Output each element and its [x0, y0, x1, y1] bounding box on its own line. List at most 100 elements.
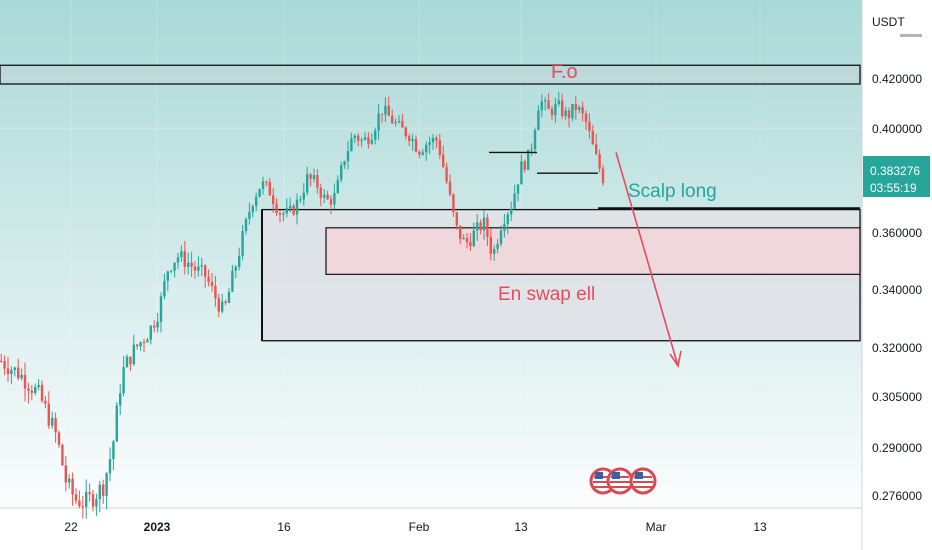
price-tick-label: 0.276000 [872, 489, 922, 503]
candle-body [391, 115, 394, 124]
candle-body [139, 342, 142, 347]
candle-body [204, 265, 207, 277]
candle-body [221, 301, 224, 312]
candle-body [251, 206, 254, 213]
candle-body [149, 325, 152, 340]
candle-body [357, 135, 360, 141]
candle-body [533, 130, 537, 150]
candle-body [217, 298, 220, 312]
candle-body [312, 174, 316, 179]
candle-body [414, 139, 418, 152]
candle-body [411, 139, 414, 142]
candle-body [180, 251, 183, 258]
annotation-scalp-long: Scalp long [628, 181, 717, 202]
candle-body [346, 151, 350, 162]
candle-body [547, 100, 550, 109]
price-tick-label: 0.320000 [872, 341, 922, 355]
candle-body [40, 384, 44, 401]
candle-body [3, 361, 6, 369]
candle-body [584, 113, 588, 122]
candle-body [183, 251, 186, 267]
us-flag-icon[interactable] [629, 467, 657, 495]
price-tick-label: 0.420000 [872, 72, 922, 86]
candle-body [136, 344, 139, 347]
candle-body [227, 291, 231, 303]
candle-body [455, 212, 458, 226]
candle-body [493, 248, 496, 254]
candle-body [200, 265, 203, 267]
candle-body [163, 280, 166, 297]
candle-body [513, 193, 516, 209]
price-tick-label: 0.305000 [872, 390, 922, 404]
candle-body [520, 161, 523, 185]
candle-body [44, 400, 47, 404]
candle-body [380, 113, 384, 115]
candle-body [95, 499, 98, 507]
candle-body [537, 110, 540, 131]
candle-body [81, 506, 84, 508]
candle-body [476, 222, 479, 231]
candle-body [61, 444, 64, 466]
time-tick-label: 22 [64, 520, 78, 534]
candle-body [561, 100, 564, 117]
candle-body [295, 199, 299, 215]
candle-body [231, 270, 234, 292]
candle-body [459, 225, 462, 240]
candle-body [506, 214, 509, 224]
candle-body [363, 137, 367, 140]
candle-body [598, 154, 601, 169]
time-tick-label: 13 [514, 520, 528, 534]
candle-body [462, 237, 465, 240]
candle-body [190, 262, 193, 267]
candle-body [564, 110, 567, 117]
candle-body [326, 194, 329, 200]
candle-body [408, 136, 411, 142]
time-tick-label: 16 [277, 520, 291, 534]
candle-body [224, 301, 227, 303]
candle-body [51, 418, 54, 426]
candle-body [30, 390, 33, 393]
candle-body [265, 181, 268, 183]
candle-body [272, 195, 275, 204]
projection-arrow-line [615, 152, 679, 367]
candle-body [343, 161, 346, 166]
currency-label: USDT [872, 15, 905, 29]
candle-body [302, 192, 305, 200]
candle-body [469, 242, 472, 247]
candle-body [486, 217, 489, 238]
price-tick-label: 0.340000 [872, 283, 922, 297]
candle-body [244, 218, 248, 232]
candle-body [574, 104, 577, 110]
candle-body [85, 492, 88, 507]
candle-body [102, 484, 105, 496]
candle-body [309, 174, 312, 179]
candle-body [255, 196, 258, 207]
event-icons[interactable] [589, 467, 657, 495]
candle-body [115, 405, 118, 442]
candle-body [442, 154, 445, 167]
candle-body [404, 127, 407, 137]
candle-body [193, 266, 197, 271]
bar-countdown: 03:55:19 [870, 181, 917, 195]
candle-body [278, 213, 282, 215]
candle-body [197, 266, 200, 271]
candle-body [336, 179, 339, 194]
candle-body [142, 342, 146, 344]
candle-body [350, 138, 353, 152]
candle-body [132, 344, 135, 365]
candle-body [258, 188, 261, 197]
candle-body [479, 222, 482, 231]
candle-body [435, 137, 438, 141]
candle-body [360, 139, 363, 141]
candle-body [367, 137, 370, 144]
time-axis-ticks: 22 2023 16 Feb 13 Mar 13 [64, 520, 767, 534]
candle-body [465, 237, 469, 243]
candle-body [10, 369, 13, 375]
us-flag-icon[interactable] [606, 467, 634, 495]
candle-body [333, 193, 336, 205]
candle-body [554, 103, 557, 116]
last-price-badge: 0.383276 03:55:19 [863, 156, 930, 197]
annotation-fo: F.o [551, 61, 578, 83]
